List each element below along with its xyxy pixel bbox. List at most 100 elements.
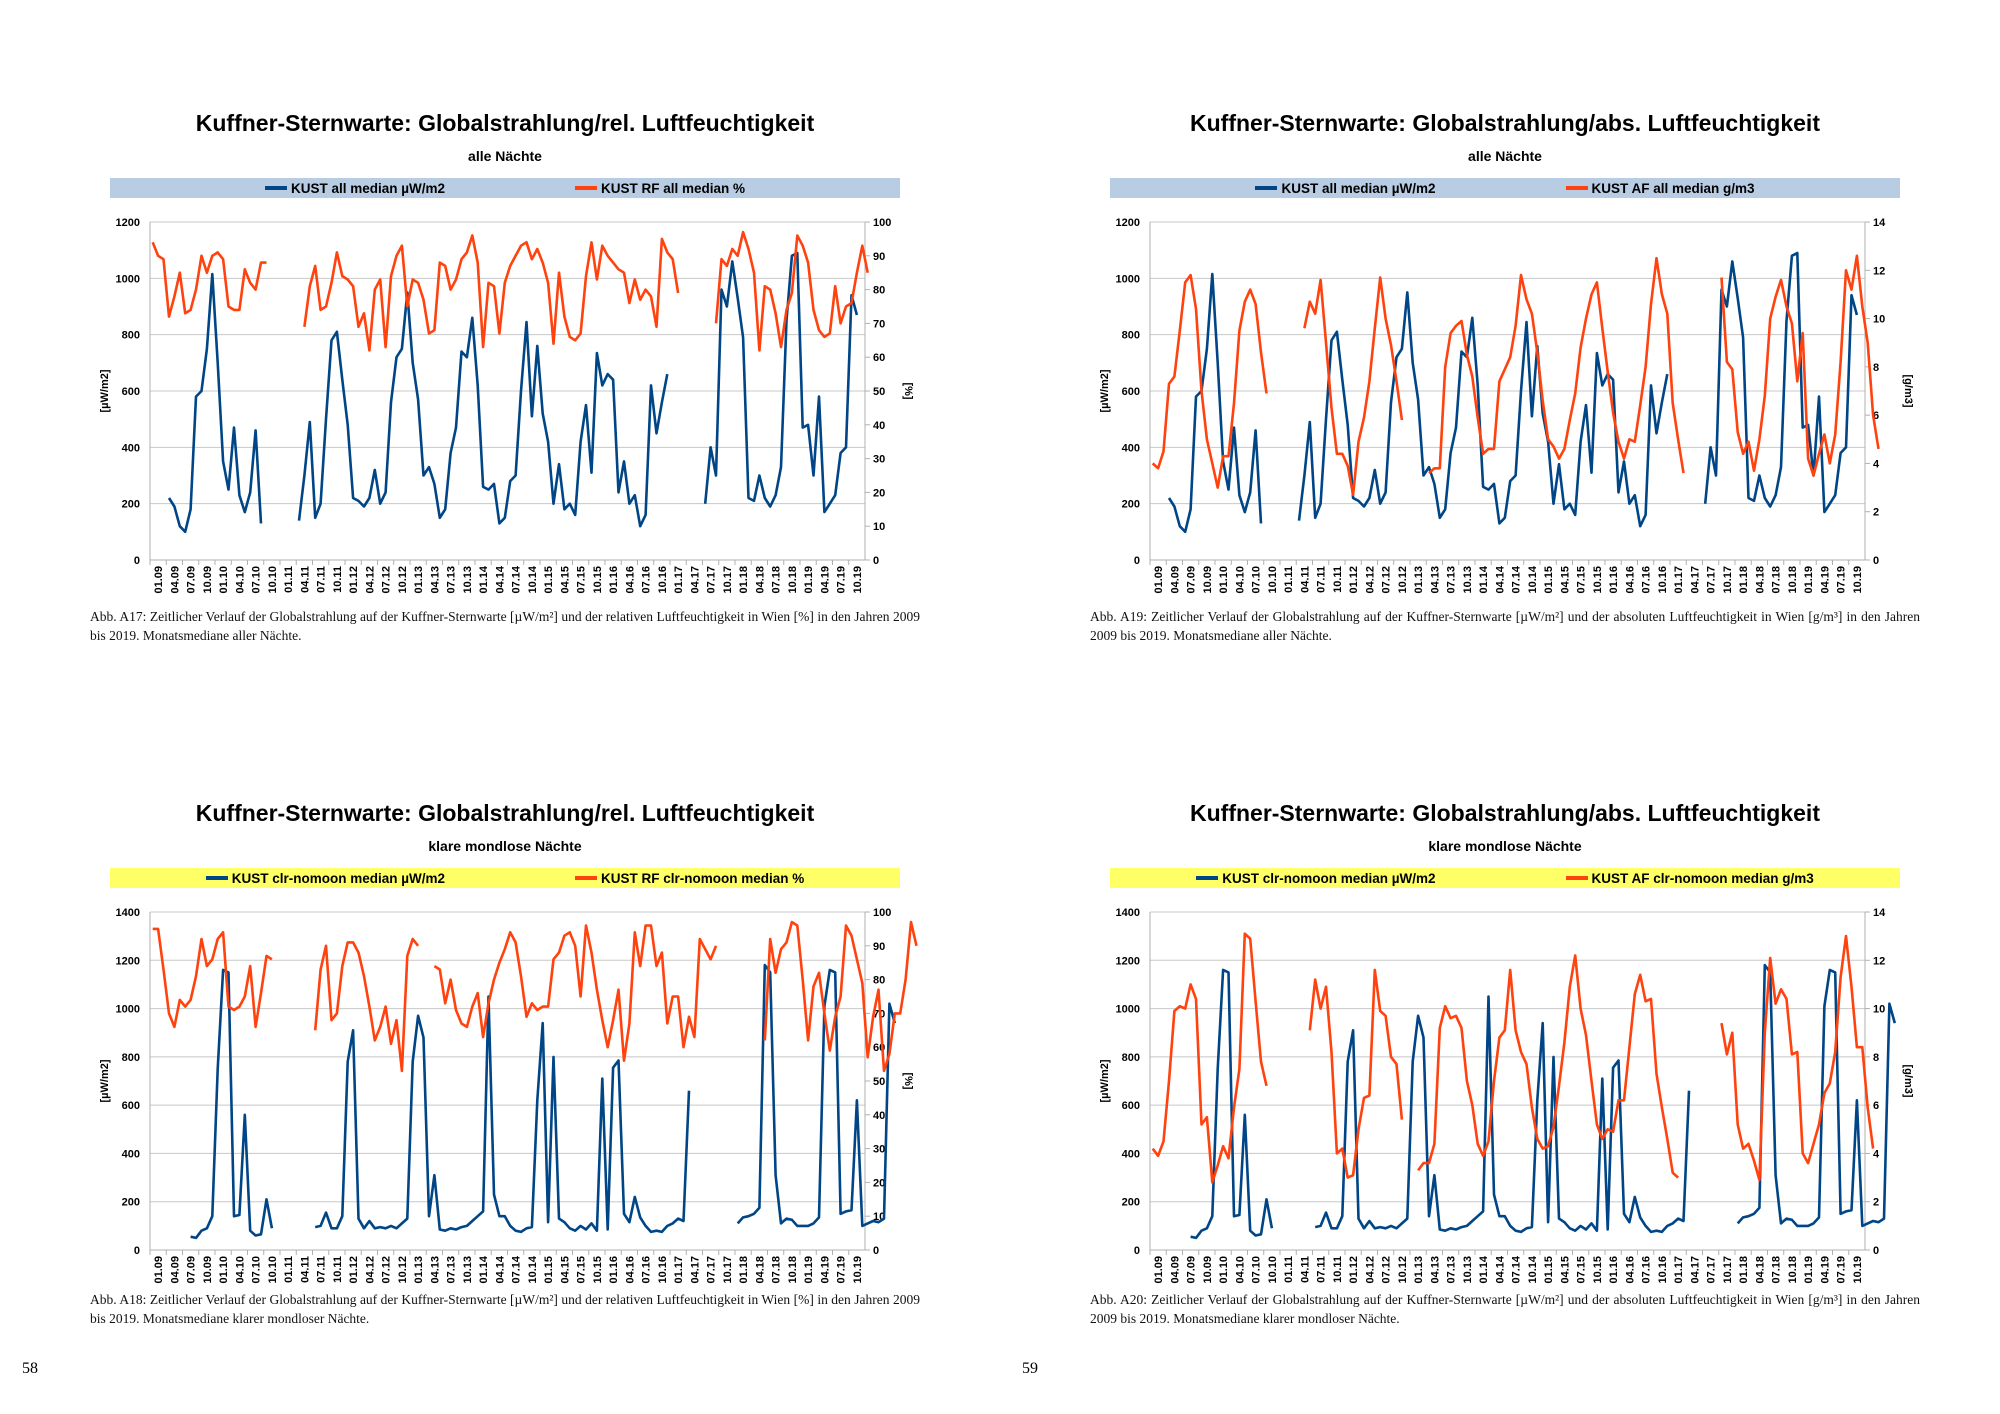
page-number: 59 xyxy=(1022,1360,1038,1377)
x-tick-label: 01.09 xyxy=(153,566,165,594)
x-tick-label: 04.14 xyxy=(494,1255,506,1283)
chart-legend: KUST all median µW/m2 KUST RF all median… xyxy=(110,178,900,198)
x-tick-label: 10.10 xyxy=(1267,1256,1279,1284)
y-tick-label: 0 xyxy=(134,555,140,567)
legend-label: KUST all median µW/m2 xyxy=(290,180,446,196)
legend-line-icon xyxy=(1565,876,1588,880)
chart-legend: KUST clr-nomoon median µW/m2 KUST AF clr… xyxy=(1110,868,1900,888)
x-tick-label: 10.19 xyxy=(852,1256,864,1284)
y-tick-label: 1200 xyxy=(116,217,140,229)
x-tick-label: 04.13 xyxy=(429,1256,441,1284)
chart-title: Kuffner-Sternwarte: Globalstrahlung/abs.… xyxy=(1190,800,1820,826)
x-tick-label: 10.16 xyxy=(1657,1256,1669,1284)
y2-tick-label: 4 xyxy=(1873,458,1880,470)
x-tick-label: 01.11 xyxy=(283,1256,295,1283)
y-tick-label: 400 xyxy=(122,442,140,454)
x-tick-label: 01.16 xyxy=(1608,566,1620,594)
x-tick-label: 01.12 xyxy=(348,566,360,594)
chart-legend: KUST clr-nomoon median µW/m2 KUST RF clr… xyxy=(110,868,900,888)
x-tick-label: 04.16 xyxy=(1624,566,1636,594)
x-tick-label: 07.10 xyxy=(251,566,263,594)
x-tick-label: 01.15 xyxy=(1543,566,1555,594)
chart-title: Kuffner-Sternwarte: Globalstrahlung/rel.… xyxy=(195,800,815,826)
y2-tick-label: 100 xyxy=(873,907,891,919)
x-tick-label: 07.09 xyxy=(186,1256,198,1284)
y2-tick-label: 80 xyxy=(873,975,885,987)
x-tick-label: 07.11 xyxy=(1316,1256,1328,1283)
y2-tick-label: 50 xyxy=(873,1076,885,1088)
x-tick-label: 04.19 xyxy=(1819,1256,1831,1284)
x-tick-label: 01.17 xyxy=(1673,566,1685,594)
x-tick-label: 01.19 xyxy=(803,1256,815,1284)
chart-svg: 0200400600800100012001400010203040506070… xyxy=(99,907,918,1284)
x-tick-label: 07.18 xyxy=(1771,566,1783,594)
legend-line-icon xyxy=(575,186,598,190)
radiation-series-line xyxy=(190,963,897,1240)
x-tick-label: 01.17 xyxy=(673,1256,685,1284)
y-tick-label: 600 xyxy=(122,1100,140,1112)
x-tick-label: 04.16 xyxy=(624,566,636,594)
x-tick-label: 10.15 xyxy=(592,566,604,594)
x-tick-label: 07.10 xyxy=(1251,1256,1263,1284)
x-tick-label: 07.17 xyxy=(706,1256,718,1284)
x-tick-label: 01.10 xyxy=(218,566,230,594)
chart-svg: 0 200 400 600 800 1000 1200 0 2 4 6 8 10 12 14 [µW/m2] [… xyxy=(1099,217,1914,594)
x-tick-label: 01.16 xyxy=(608,1256,620,1284)
x-tick-label: 10.18 xyxy=(1787,1256,1799,1284)
y2-tick-label: 90 xyxy=(873,251,885,263)
x-tick-label: 04.19 xyxy=(819,566,831,594)
x-tick-label: 07.13 xyxy=(1446,566,1458,594)
x-tick-label: 07.16 xyxy=(1641,566,1653,594)
x-tick-label: 10.13 xyxy=(1462,566,1474,594)
x-tick-label: 07.19 xyxy=(836,566,848,594)
x-tick-label: 04.15 xyxy=(559,1256,571,1284)
x-tick-label: 07.10 xyxy=(251,1256,263,1284)
x-tick-label: 01.09 xyxy=(153,1256,165,1284)
x-tick-label: 01.16 xyxy=(608,566,620,594)
x-tick-label: 10.19 xyxy=(1852,566,1864,594)
x-tick-label: 07.14 xyxy=(1511,565,1523,593)
chart-subtitle: alle Nächte xyxy=(468,148,542,164)
x-tick-label: 01.15 xyxy=(543,1256,555,1284)
x-tick-label: 07.13 xyxy=(1446,1256,1458,1284)
x-tick-label: 07.09 xyxy=(1186,566,1198,594)
y2-axis-title: [g/m3] xyxy=(1902,1065,1914,1098)
x-tick-label: 01.12 xyxy=(348,1256,360,1284)
x-tick-label: 07.12 xyxy=(1381,566,1393,594)
x-tick-label: 10.16 xyxy=(657,1256,669,1284)
x-tick-label: 01.14 xyxy=(478,1255,490,1283)
x-tick-label: 04.16 xyxy=(1624,1256,1636,1284)
y-tick-label: 1200 xyxy=(116,955,140,967)
x-tick-label: 10.12 xyxy=(397,1256,409,1284)
x-tick-label: 04.14 xyxy=(494,565,506,593)
y2-tick-label: 10 xyxy=(1873,314,1885,326)
x-tick-label: 10.10 xyxy=(267,1256,279,1284)
x-tick-label: 07.17 xyxy=(1706,1256,1718,1284)
legend-label: KUST clr-nomoon median µW/m2 xyxy=(1222,870,1436,886)
y2-tick-label: 12 xyxy=(1873,955,1885,967)
x-tick-label: 07.14 xyxy=(1511,1255,1523,1283)
x-tick-label: 07.14 xyxy=(511,1255,523,1283)
y-tick-label: 600 xyxy=(1122,1100,1140,1112)
chart-svg: 0 200 400 600 800 1000 1200 0 10 20 30 40 50 60 70 80 90… xyxy=(99,217,914,594)
y-tick-label: 800 xyxy=(122,1052,140,1064)
x-tick-label: 10.12 xyxy=(1397,1256,1409,1284)
x-tick-label: 01.09 xyxy=(1153,566,1165,594)
x-tick-label: 07.10 xyxy=(1251,566,1263,594)
humidity-series-line xyxy=(151,230,869,352)
legend-item-radiation: KUST all median µW/m2 xyxy=(264,180,446,196)
chart-svg: 0 200 400 600 800 1000 1200 1400 0 2 4 6 8 10 12 14 [µW/… xyxy=(1099,907,1914,1284)
x-tick-label: 04.18 xyxy=(754,1256,766,1284)
x-tick-label: 01.14 xyxy=(1478,565,1490,593)
x-tick-label: 10.11 xyxy=(1332,1256,1344,1283)
humidity-series-line xyxy=(1151,254,1880,497)
x-tick-label: 10.14 xyxy=(1527,565,1539,593)
y-axis-title: [µW/m2] xyxy=(1099,369,1111,412)
legend-item-humidity: KUST AF clr-nomoon median g/m3 xyxy=(1565,871,1814,886)
legend-item-radiation: KUST clr-nomoon median µW/m2 xyxy=(205,871,445,886)
x-tick-label: 07.12 xyxy=(381,566,393,594)
x-tick-label: 10.19 xyxy=(1852,1256,1864,1284)
x-tick-label: 01.18 xyxy=(738,1256,750,1284)
x-tick-label: 07.09 xyxy=(186,566,198,594)
x-tick-label: 10.12 xyxy=(397,566,409,594)
